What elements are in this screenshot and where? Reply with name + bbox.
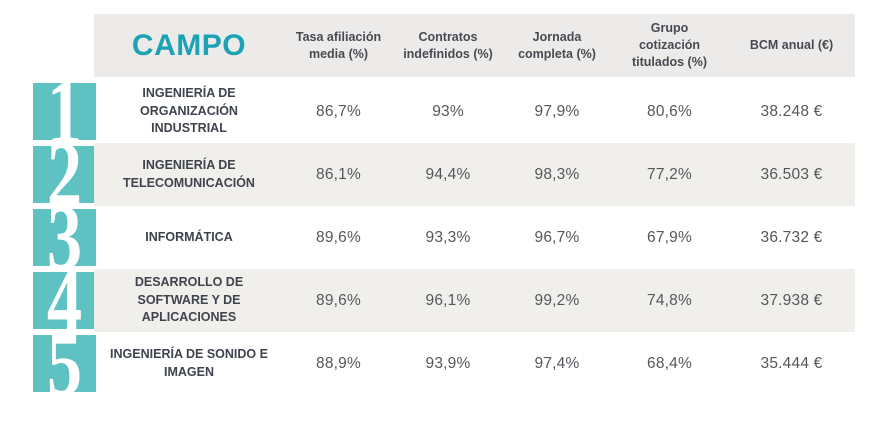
rank-number-block: 3 [33,209,96,266]
table-header-row: CAMPO Tasa afiliación media (%) Contrato… [94,14,855,77]
value-tasa-afiliacion: 88,9% [316,354,361,372]
column-header-bcm-anual: BCM anual (€) [749,38,834,53]
value-grupo-cotizacion: 68,4% [647,354,692,372]
value-contratos-indefinidos: 94,4% [425,165,471,183]
column-header-grupo-cotizacion: Grupo cotización titulados (%) [632,21,707,69]
rank-number-block: 2 [33,146,96,203]
value-grupo-cotizacion: 77,2% [647,165,692,183]
rank-digit: 1 [46,83,83,140]
value-jornada-completa: 96,7% [534,228,580,246]
value-bcm-anual: 38.248 € [760,102,823,120]
value-contratos-indefinidos: 93% [432,102,464,120]
table-row: INGENIERÍA DE ORGANIZACIÓN INDUSTRIAL 86… [94,80,855,143]
rank-digit: 3 [46,209,83,266]
value-jornada-completa: 99,2% [534,291,580,309]
value-jornada-completa: 97,9% [534,102,580,120]
value-grupo-cotizacion: 74,8% [647,291,692,309]
value-tasa-afiliacion: 86,7% [316,102,361,120]
column-header-contratos-indefinidos: Contratos indefinidos (%) [403,29,493,61]
value-bcm-anual: 36.732 € [760,228,823,246]
campo-column-header: CAMPO [131,28,247,62]
field-name: INFORMÁTICA [145,229,233,244]
value-bcm-anual: 37.938 € [760,291,823,309]
field-name: INGENIERÍA DE SONIDO E IMAGEN [110,347,268,379]
rank-digit: 4 [46,272,83,329]
data-table: CAMPO Tasa afiliación media (%) Contrato… [94,14,855,395]
value-jornada-completa: 98,3% [534,165,580,183]
value-contratos-indefinidos: 96,1% [425,291,471,309]
rank-digit: 5 [46,335,83,392]
value-contratos-indefinidos: 93,3% [425,228,471,246]
value-contratos-indefinidos: 93,9% [425,354,471,372]
value-tasa-afiliacion: 89,6% [316,228,361,246]
table-row: DESARROLLO DE SOFTWARE Y DE APLICACIONES… [94,269,855,332]
value-bcm-anual: 35.444 € [760,354,823,372]
field-name: INGENIERÍA DE ORGANIZACIÓN INDUSTRIAL [140,86,238,136]
field-name: INGENIERÍA DE TELECOMUNICACIÓN [123,158,255,190]
column-header-jornada-completa: Jornada completa (%) [518,29,596,61]
value-tasa-afiliacion: 89,6% [316,291,361,309]
value-grupo-cotizacion: 80,6% [647,102,692,120]
rank-number-block: 5 [33,335,96,392]
value-grupo-cotizacion: 67,9% [647,228,692,246]
value-jornada-completa: 97,4% [534,354,580,372]
value-tasa-afiliacion: 86,1% [316,165,361,183]
table-row: INFORMÁTICA 89,6% 93,3% 96,7% 67,9% 36.7… [94,206,855,269]
rank-digit: 2 [46,146,83,203]
rank-number-block: 4 [33,272,96,329]
column-header-tasa-afiliacion: Tasa afiliación media (%) [295,29,382,61]
table-row: INGENIERÍA DE SONIDO E IMAGEN 88,9% 93,9… [94,332,855,395]
table-row: INGENIERÍA DE TELECOMUNICACIÓN 86,1% 94,… [94,143,855,206]
value-bcm-anual: 36.503 € [760,165,823,183]
field-name: DESARROLLO DE SOFTWARE Y DE APLICACIONES [134,275,244,325]
rank-number-block: 1 [33,83,96,140]
